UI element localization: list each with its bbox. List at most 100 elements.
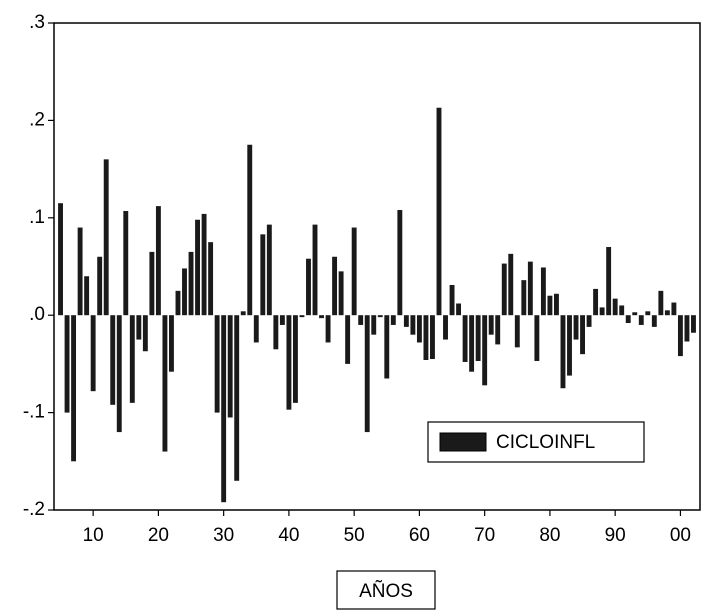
bar: [469, 315, 475, 372]
bar: [547, 295, 553, 316]
bar: [397, 210, 403, 316]
bar: [619, 305, 625, 316]
bar: [351, 227, 357, 316]
bar: [129, 315, 135, 403]
bar: [260, 234, 266, 316]
bar: [410, 315, 416, 335]
bar: [462, 315, 468, 362]
bar: [684, 315, 690, 342]
bar: [416, 315, 422, 343]
y-tick-label: -.1: [23, 402, 45, 423]
bar: [221, 315, 227, 503]
bar: [195, 219, 201, 316]
legend-swatch: [439, 432, 487, 452]
bar: [364, 315, 370, 433]
bar: [377, 315, 383, 318]
bar: [162, 315, 168, 452]
bar: [169, 315, 174, 372]
bar: [332, 256, 338, 316]
bar: [567, 315, 572, 376]
bar: [384, 315, 390, 379]
bar: [142, 315, 148, 352]
x-tick-label: 80: [539, 525, 560, 546]
bar: [664, 310, 670, 316]
bar: [71, 315, 77, 462]
y-tick-label: .3: [29, 12, 45, 33]
bar: [175, 290, 181, 316]
bar: [325, 315, 331, 343]
bar: [495, 315, 501, 345]
bar: [155, 206, 161, 316]
bar: [625, 315, 631, 323]
bar: [606, 247, 612, 316]
bar: [482, 315, 488, 386]
bar: [319, 315, 324, 319]
plot-frame: [53, 22, 701, 511]
bar: [286, 315, 292, 410]
bar: [580, 315, 585, 355]
bar: [266, 224, 272, 316]
x-tick-label: 50: [344, 525, 365, 546]
bar: [475, 315, 481, 361]
bar: [234, 315, 240, 481]
bar: [306, 258, 311, 316]
bar: [371, 315, 377, 335]
x-tick-label: 60: [409, 525, 430, 546]
bar: [488, 315, 494, 335]
bar: [514, 315, 520, 348]
bar: [423, 315, 429, 361]
bar: [671, 302, 677, 316]
bar: [677, 315, 683, 357]
x-label-box: [336, 570, 436, 610]
bar: [64, 315, 70, 413]
bar: [586, 315, 592, 327]
bar: [456, 303, 462, 316]
x-axis-label: AÑOS: [359, 580, 413, 602]
x-tick-label: 20: [148, 525, 169, 546]
bar: [90, 315, 96, 392]
bar: [227, 315, 233, 418]
bar: [136, 315, 142, 340]
y-tick-label: .2: [29, 109, 45, 130]
bar: [201, 213, 207, 316]
bar: [240, 311, 246, 316]
bar: [527, 261, 533, 316]
bar: [182, 268, 187, 316]
bar: [299, 315, 305, 318]
bar: [638, 315, 644, 325]
bar: [573, 315, 579, 340]
bar: [110, 315, 116, 405]
bar: [84, 276, 90, 316]
bar: [188, 251, 194, 316]
bar: [390, 315, 396, 325]
x-tick-label: 90: [605, 525, 626, 546]
y-tick-label: -.2: [23, 499, 45, 520]
x-tick-label: 30: [213, 525, 234, 546]
bar: [691, 315, 696, 333]
bar: [612, 298, 618, 316]
bar: [338, 271, 344, 316]
bar: [292, 315, 298, 403]
bar: [77, 227, 83, 316]
bar: [273, 315, 279, 350]
bar: [443, 315, 448, 340]
bar: [521, 280, 527, 316]
bar: [253, 315, 259, 343]
bar: [403, 315, 409, 327]
bar: [358, 315, 364, 325]
bar: [58, 203, 63, 316]
bar: [534, 315, 540, 361]
bar: [560, 315, 566, 389]
bar: [208, 242, 214, 316]
bar: [123, 210, 129, 316]
bar: [279, 315, 285, 325]
y-tick-label: .0: [29, 304, 45, 325]
bar: [658, 290, 664, 316]
bar: [436, 107, 442, 316]
bar: [116, 315, 122, 433]
legend-label: CICLOINFL: [496, 432, 595, 453]
x-tick-label: 00: [670, 525, 691, 546]
x-tick-label: 10: [83, 525, 104, 546]
bar: [103, 159, 109, 316]
